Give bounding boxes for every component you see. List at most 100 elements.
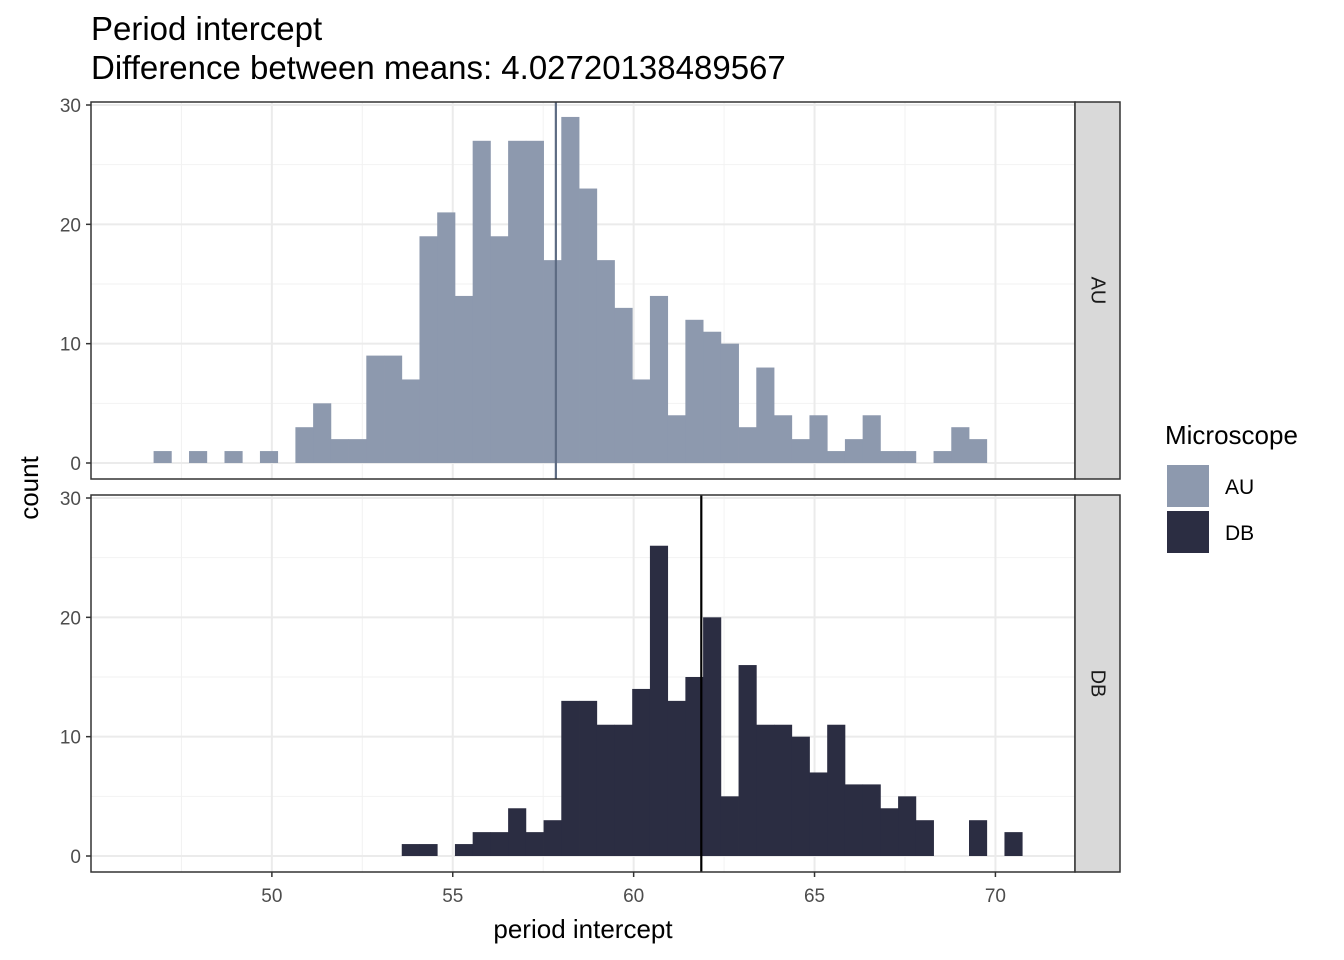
histogram-bar bbox=[756, 724, 775, 856]
y-tick-label: 30 bbox=[60, 96, 81, 117]
histogram-bar bbox=[756, 367, 775, 463]
histogram-bar bbox=[224, 451, 243, 463]
histogram-bar bbox=[472, 140, 491, 464]
histogram-bar bbox=[898, 451, 917, 463]
histogram-bar bbox=[791, 439, 810, 463]
histogram-bar bbox=[915, 820, 934, 856]
histogram-bar bbox=[330, 439, 349, 463]
histogram-bar bbox=[844, 439, 864, 463]
histogram-bar bbox=[685, 677, 704, 856]
facet-strip-label: AU bbox=[1087, 277, 1109, 305]
histogram-bar bbox=[862, 784, 881, 856]
histogram-bar bbox=[259, 451, 279, 463]
histogram-bar bbox=[596, 260, 615, 463]
histogram-bar bbox=[951, 427, 970, 463]
histogram-bar bbox=[561, 116, 580, 463]
histogram-bar bbox=[827, 724, 846, 856]
histogram-bar bbox=[525, 832, 544, 856]
histogram-bar bbox=[525, 140, 544, 464]
histogram-bar bbox=[703, 331, 722, 463]
histogram-bar bbox=[667, 415, 686, 463]
histogram-bar bbox=[809, 415, 828, 463]
histogram-bar bbox=[649, 295, 669, 463]
histogram-bar bbox=[667, 700, 686, 856]
legend-key-au bbox=[1167, 465, 1209, 507]
chart-subtitle: Difference between means: 4.027201384895… bbox=[91, 49, 786, 86]
histogram-bar bbox=[401, 379, 420, 463]
x-axis-title: period intercept bbox=[493, 914, 673, 944]
histogram-bar bbox=[720, 796, 739, 856]
y-tick-label: 0 bbox=[70, 847, 81, 868]
histogram-bar bbox=[189, 451, 208, 463]
legend-label-au: AU bbox=[1225, 476, 1254, 499]
chart-title: Period intercept bbox=[91, 10, 322, 47]
histogram-bar bbox=[543, 820, 562, 856]
facet-strip-label: DB bbox=[1087, 670, 1109, 698]
histogram-bar bbox=[490, 236, 509, 463]
histogram-bar bbox=[490, 832, 509, 856]
histogram-bar bbox=[348, 439, 367, 463]
x-axis: 50 55 60 65 70 bbox=[261, 872, 1006, 907]
histogram-bar bbox=[703, 617, 722, 856]
x-tick-label: 50 bbox=[261, 886, 282, 907]
histogram-bar bbox=[579, 700, 598, 856]
histogram-bar bbox=[401, 844, 420, 856]
y-tick-label: 30 bbox=[60, 489, 81, 510]
histogram-bar bbox=[827, 451, 846, 463]
histogram-bar bbox=[313, 403, 332, 463]
histogram-bar bbox=[844, 784, 864, 856]
histogram-bar bbox=[898, 796, 917, 856]
histogram-bar bbox=[774, 724, 793, 856]
legend: Microscope AU DB bbox=[1165, 420, 1298, 553]
histogram-bar bbox=[685, 319, 704, 463]
histogram-bar bbox=[632, 379, 651, 463]
x-tick-label: 60 bbox=[623, 886, 644, 907]
histogram-bar bbox=[384, 355, 403, 463]
histogram-bar bbox=[579, 188, 598, 464]
facet-panels: 0 10 20 30 AU 0 10 20 30 DB bbox=[60, 96, 1121, 873]
x-tick-label: 55 bbox=[442, 886, 463, 907]
histogram-bar bbox=[720, 343, 739, 463]
histogram-bar bbox=[809, 772, 828, 856]
histogram-bar bbox=[419, 236, 438, 463]
histogram-bar bbox=[508, 808, 527, 856]
histogram-bar bbox=[1004, 832, 1023, 856]
histogram-bar bbox=[508, 140, 527, 464]
histogram-bar bbox=[366, 355, 385, 463]
histogram-bar bbox=[649, 545, 669, 856]
histogram-bar bbox=[791, 736, 810, 856]
histogram-bar bbox=[472, 832, 491, 856]
histogram-bar bbox=[969, 820, 988, 856]
y-tick-label: 0 bbox=[70, 454, 81, 475]
histogram-bar bbox=[774, 415, 793, 463]
y-tick-label: 10 bbox=[60, 728, 81, 749]
histogram-bar bbox=[933, 451, 952, 463]
x-tick-label: 70 bbox=[985, 886, 1006, 907]
histogram-bar bbox=[880, 808, 899, 856]
y-tick-label: 20 bbox=[60, 215, 81, 236]
histogram-bar bbox=[419, 844, 438, 856]
histogram-bar bbox=[295, 427, 314, 463]
legend-title: Microscope bbox=[1165, 420, 1298, 450]
histogram-bar bbox=[632, 688, 651, 856]
x-tick-label: 65 bbox=[804, 886, 825, 907]
histogram-bar bbox=[738, 665, 757, 856]
panel-db: 0 10 20 30 DB bbox=[60, 489, 1121, 873]
histogram-bar bbox=[880, 451, 899, 463]
facet-strip bbox=[1074, 494, 1121, 873]
histogram-bar bbox=[862, 415, 881, 463]
y-tick-label: 20 bbox=[60, 608, 81, 629]
histogram-bar bbox=[969, 439, 988, 463]
histogram-bar bbox=[596, 724, 615, 856]
legend-label-db: DB bbox=[1225, 522, 1254, 545]
histogram-bar bbox=[454, 295, 474, 463]
panel-au: 0 10 20 30 AU bbox=[60, 96, 1121, 480]
histogram-bar bbox=[614, 307, 633, 463]
histogram-bar bbox=[738, 427, 757, 463]
histogram-bar bbox=[437, 212, 456, 463]
histogram-bar bbox=[543, 260, 562, 463]
histogram-bar bbox=[561, 700, 580, 856]
y-axis-title: count bbox=[14, 455, 44, 519]
legend-key-db bbox=[1167, 511, 1209, 553]
